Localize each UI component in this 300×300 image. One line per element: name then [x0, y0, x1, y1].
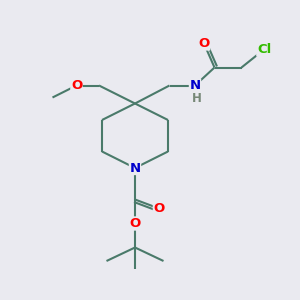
Text: O: O: [129, 217, 141, 230]
Text: O: O: [153, 202, 165, 215]
Text: O: O: [71, 79, 82, 92]
Text: O: O: [198, 37, 210, 50]
Text: Cl: Cl: [257, 43, 271, 56]
Text: N: N: [129, 161, 141, 175]
Text: N: N: [189, 79, 201, 92]
Text: H: H: [192, 92, 202, 105]
